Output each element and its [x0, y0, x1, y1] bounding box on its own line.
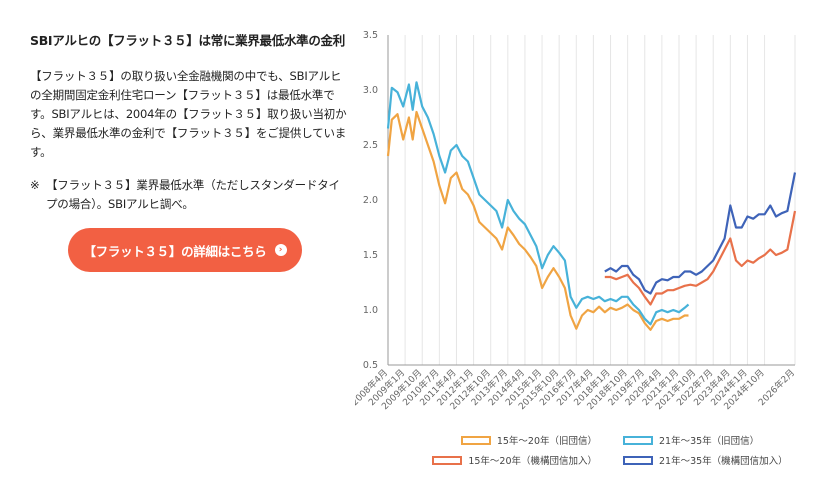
y-tick-label: 3.5 — [363, 30, 378, 41]
flat35-details-button[interactable]: 【フラット３５】の詳細はこちら › — [68, 228, 302, 272]
legend-item: 15年〜20年（機構団信加入） — [432, 453, 597, 467]
chart-legend: 15年〜20年（旧団信） 21年〜35年（旧団信） 15年〜20年（機構団信加入… — [420, 433, 800, 473]
y-tick-label: 1.0 — [363, 305, 378, 316]
note-mark: ※ — [30, 178, 40, 192]
legend-label: 21年〜35年（機構団信加入） — [659, 456, 788, 467]
intro-section: SBIアルヒの【フラット３５】は常に業界最低水準の金利 【フラット３５】の取り扱… — [30, 30, 350, 214]
legend-swatch — [432, 455, 463, 465]
y-tick-label: 1.5 — [363, 250, 378, 261]
legend-label: 15年〜20年（旧団信） — [496, 436, 597, 447]
legend-swatch — [460, 435, 491, 445]
legend-swatch — [623, 455, 653, 465]
legend-item: 15年〜20年（旧団信） — [460, 433, 597, 447]
series-line — [604, 172, 797, 295]
legend-swatch — [623, 435, 653, 445]
y-tick-label: 3.0 — [363, 85, 378, 96]
y-tick-label: 0.5 — [363, 360, 378, 371]
legend-item: 21年〜35年（旧団信） — [623, 433, 759, 447]
section-title: SBIアルヒの【フラット３５】は常に業界最低水準の金利 — [30, 33, 345, 48]
legend-label: 21年〜35年（旧団信） — [659, 436, 760, 447]
series-line — [386, 110, 689, 331]
legend-item: 21年〜35年（機構団信加入） — [623, 453, 788, 467]
series-line — [386, 81, 690, 326]
description-text: 【フラット３５】の取り扱い全金融機関の中でも、SBIアルヒの全期間固定金利住宅ロ… — [30, 69, 347, 159]
chevron-right-icon: › — [274, 244, 287, 256]
series-line — [604, 210, 797, 306]
note-text: 【フラット３５】業界最低水準（ただしスタンダードタイプの場合）。SBIアルヒ調べ… — [46, 178, 340, 211]
rate-chart: 2008年4月2009年1月2009年10月2010年7月2011年4月2012… — [355, 30, 797, 412]
y-tick-label: 2.5 — [363, 140, 378, 151]
legend-label: 15年〜20年（機構団信加入） — [468, 456, 597, 467]
cta-label: 【フラット３５】の詳細はこちら — [83, 243, 267, 259]
y-tick-label: 2.0 — [363, 195, 378, 206]
footnote: ※ 【フラット３５】業界最低水準（ただしスタンダードタイプの場合）。SBIアルヒ… — [30, 176, 350, 214]
